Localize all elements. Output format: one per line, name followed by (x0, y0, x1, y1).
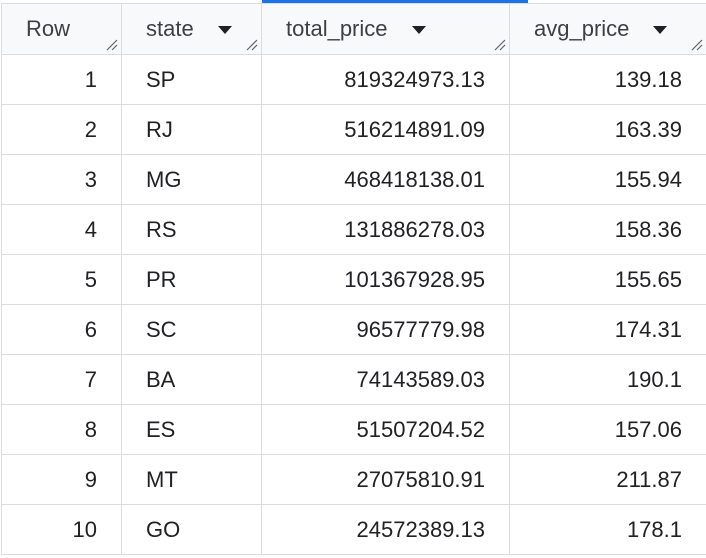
column-header-total-price[interactable]: total_price (261, 3, 510, 55)
state-cell[interactable]: PR (121, 254, 262, 305)
state-cell[interactable]: GO (121, 504, 262, 555)
avg-price-cell[interactable]: 157.06 (509, 404, 706, 455)
row-number-cell: 1 (1, 54, 122, 105)
total-price-cell[interactable]: 96577779.98 (261, 304, 510, 355)
table-row: 9 MT 27075810.91 211.87 (1, 454, 706, 505)
selected-column-indicator (262, 0, 528, 3)
state-cell[interactable]: RS (121, 204, 262, 255)
table-row: 3 MG 468418138.01 155.94 (1, 154, 706, 205)
table-body: 1 SP 819324973.13 139.18 2 RJ 516214891.… (1, 54, 706, 555)
caret-down-icon[interactable] (217, 26, 232, 34)
column-header-state[interactable]: state (121, 3, 262, 55)
row-number-cell: 7 (1, 354, 122, 405)
table-row: 4 RS 131886278.03 158.36 (1, 204, 706, 255)
total-price-cell[interactable]: 516214891.09 (261, 104, 510, 155)
total-price-cell[interactable]: 27075810.91 (261, 454, 510, 505)
column-header-label: avg_price (534, 16, 630, 41)
row-number-cell: 5 (1, 254, 122, 305)
column-header-label: Row (26, 16, 71, 41)
total-price-cell[interactable]: 24572389.13 (261, 504, 510, 555)
results-table: Row state total_price (1, 3, 706, 555)
row-number-cell: 9 (1, 454, 122, 505)
caret-down-icon[interactable] (653, 26, 668, 34)
state-cell[interactable]: SP (121, 54, 262, 105)
column-header-row: Row (1, 3, 122, 55)
column-resize-icon[interactable] (689, 37, 703, 51)
state-cell[interactable]: RJ (121, 104, 262, 155)
table-row: 1 SP 819324973.13 139.18 (1, 54, 706, 105)
header-row: Row state total_price (1, 3, 706, 55)
avg-price-cell[interactable]: 163.39 (509, 104, 706, 155)
column-resize-icon[interactable] (244, 37, 258, 51)
total-price-cell[interactable]: 51507204.52 (261, 404, 510, 455)
table-row: 6 SC 96577779.98 174.31 (1, 304, 706, 355)
state-cell[interactable]: ES (121, 404, 262, 455)
caret-down-icon[interactable] (411, 26, 426, 34)
avg-price-cell[interactable]: 155.65 (509, 254, 706, 305)
row-number-cell: 8 (1, 404, 122, 455)
column-header-label: state (146, 16, 194, 41)
table-row: 5 PR 101367928.95 155.65 (1, 254, 706, 305)
column-resize-icon[interactable] (104, 37, 118, 51)
table-row: 2 RJ 516214891.09 163.39 (1, 104, 706, 155)
total-price-cell[interactable]: 101367928.95 (261, 254, 510, 305)
table-row: 7 BA 74143589.03 190.1 (1, 354, 706, 405)
avg-price-cell[interactable]: 174.31 (509, 304, 706, 355)
row-number-cell: 10 (1, 504, 122, 555)
state-cell[interactable]: SC (121, 304, 262, 355)
state-cell[interactable]: MT (121, 454, 262, 505)
table-row: 8 ES 51507204.52 157.06 (1, 404, 706, 455)
avg-price-cell[interactable]: 155.94 (509, 154, 706, 205)
table-row: 10 GO 24572389.13 178.1 (1, 504, 706, 555)
avg-price-cell[interactable]: 190.1 (509, 354, 706, 405)
total-price-cell[interactable]: 74143589.03 (261, 354, 510, 405)
table-header: Row state total_price (1, 3, 706, 55)
state-cell[interactable]: BA (121, 354, 262, 405)
column-resize-icon[interactable] (492, 37, 506, 51)
total-price-cell[interactable]: 819324973.13 (261, 54, 510, 105)
row-number-cell: 6 (1, 304, 122, 355)
avg-price-cell[interactable]: 178.1 (509, 504, 706, 555)
column-header-label: total_price (286, 16, 388, 41)
total-price-cell[interactable]: 468418138.01 (261, 154, 510, 205)
row-number-cell: 2 (1, 104, 122, 155)
row-number-cell: 3 (1, 154, 122, 205)
avg-price-cell[interactable]: 211.87 (509, 454, 706, 505)
row-number-cell: 4 (1, 204, 122, 255)
avg-price-cell[interactable]: 139.18 (509, 54, 706, 105)
column-header-avg-price[interactable]: avg_price (509, 3, 706, 55)
total-price-cell[interactable]: 131886278.03 (261, 204, 510, 255)
avg-price-cell[interactable]: 158.36 (509, 204, 706, 255)
state-cell[interactable]: MG (121, 154, 262, 205)
